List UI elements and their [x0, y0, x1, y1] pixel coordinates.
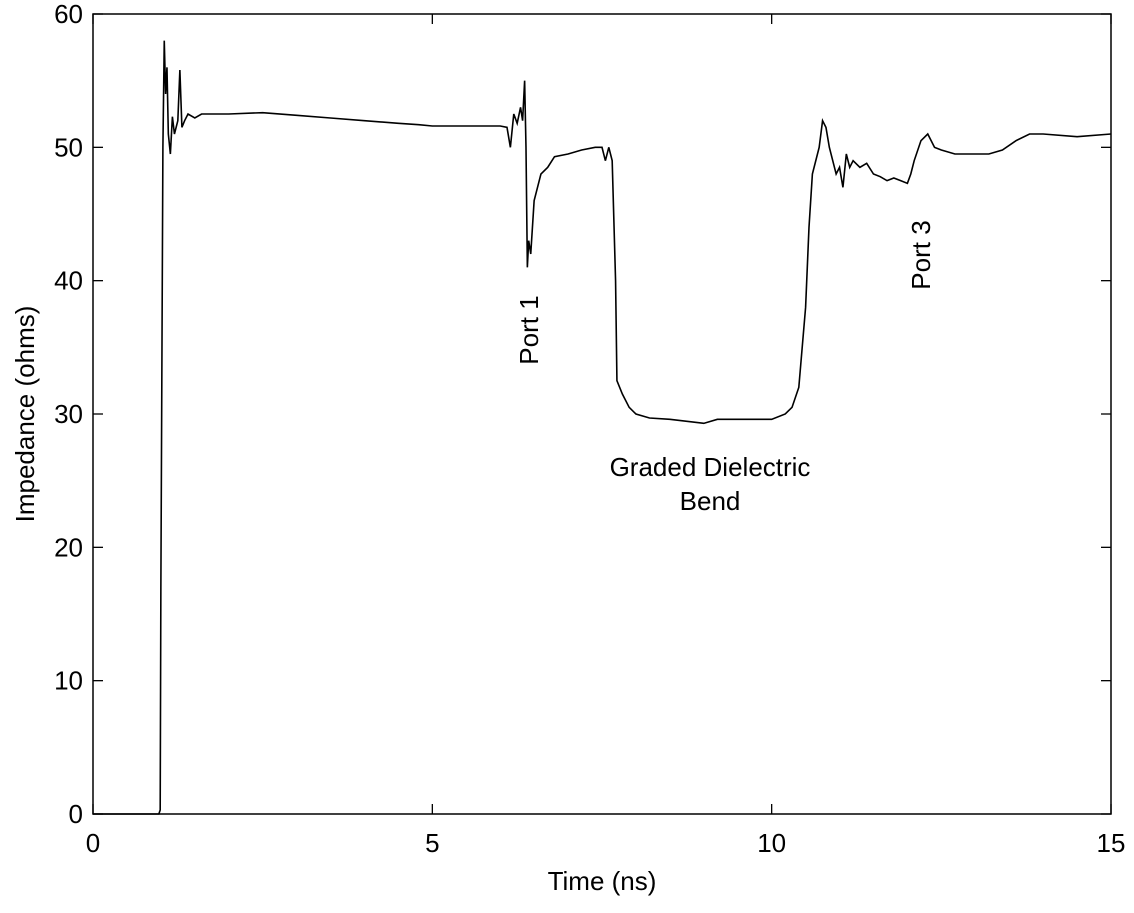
annotation: Port 3	[906, 220, 936, 289]
annotation: Bend	[680, 486, 741, 516]
y-tick-label: 60	[54, 0, 83, 29]
y-tick-label: 10	[54, 666, 83, 696]
x-tick-label: 0	[86, 828, 100, 858]
x-tick-label: 10	[757, 828, 786, 858]
y-tick-label: 20	[54, 532, 83, 562]
data-line	[93, 40, 1112, 815]
y-axis-label: Impedance (ohms)	[10, 306, 40, 523]
y-tick-label: 50	[54, 132, 83, 162]
annotation: Port 1	[514, 295, 544, 364]
y-tick-label: 40	[54, 266, 83, 296]
x-tick-label: 5	[425, 828, 439, 858]
x-tick-label: 15	[1097, 828, 1126, 858]
y-tick-label: 0	[69, 799, 83, 829]
annotation: Graded Dielectric	[610, 452, 811, 482]
plot-frame	[92, 13, 1112, 815]
y-tick-label: 30	[54, 399, 83, 429]
x-axis-label: Time (ns)	[548, 866, 657, 896]
